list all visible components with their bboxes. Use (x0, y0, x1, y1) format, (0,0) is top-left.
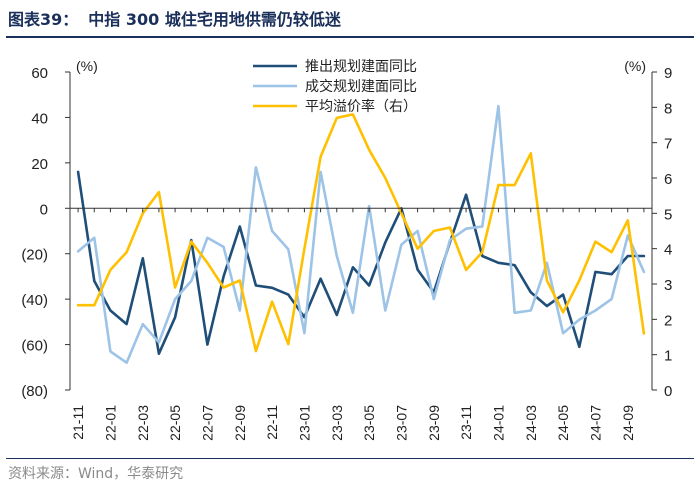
figure-label: 图表39： (8, 10, 79, 29)
figure-title-text: 中指 300 城住宅用地供需仍较低迷 (88, 10, 341, 29)
source-note: 资料来源：Wind，华泰研究 (8, 466, 184, 482)
x-tick-label: 24-07 (587, 405, 603, 441)
y-left-tick-label: (20) (21, 247, 48, 264)
plot-lines (76, 104, 646, 365)
x-tick-label: 24-09 (620, 405, 636, 441)
x-tick-label: 23-09 (426, 405, 442, 441)
x-tick-label: 22-09 (232, 405, 248, 441)
x-tick-label: 23-11 (458, 405, 474, 440)
x-tick-label: 24-05 (555, 405, 571, 441)
y-left-tick-label: 60 (31, 65, 48, 82)
y-right-tick-label: 9 (664, 65, 672, 82)
x-tick-label: 23-03 (329, 405, 345, 441)
y-right-tick-label: 6 (664, 171, 672, 188)
y-left-tick-label: 20 (31, 156, 48, 173)
y-right-unit-label: (%) (624, 58, 646, 74)
y-right-tick-label: 0 (664, 383, 672, 400)
title-rule (6, 36, 694, 38)
series-line-1 (76, 170, 646, 356)
y-right-tick-label: 2 (664, 312, 672, 329)
legend-label-2: 成交规划建面同比 (305, 78, 417, 94)
y-left-tick-label: 40 (31, 110, 48, 127)
y-left-unit-label: (%) (76, 58, 98, 74)
y-left-tick-label: 0 (40, 201, 48, 218)
series-line-2 (76, 104, 646, 365)
y-left-tick-label: (40) (21, 292, 48, 309)
x-tick-label: 22-07 (199, 405, 215, 441)
y-right-tick-label: 3 (664, 277, 672, 294)
series-line-3 (76, 113, 646, 353)
x-tick-label: 22-03 (135, 405, 151, 441)
y-right-tick-label: 5 (664, 206, 672, 223)
y-right-tick-label: 4 (664, 242, 672, 259)
x-tick-label: 22-11 (264, 405, 280, 440)
y-right-tick-label: 8 (664, 100, 672, 117)
figure-title: 图表39： 中指 300 城住宅用地供需仍较低迷 (8, 6, 341, 30)
y-right-tick-label: 1 (664, 348, 672, 365)
legend-label-3: 平均溢价率（右） (305, 98, 417, 114)
x-tick-label: 21-11 (70, 405, 86, 440)
x-tick-label: 23-01 (296, 405, 312, 441)
y-left-tick-label: (60) (21, 338, 48, 355)
source-rule (6, 458, 694, 459)
y-left-tick-label: (80) (21, 383, 48, 400)
x-tick-label: 23-05 (361, 405, 377, 441)
legend-label-1: 推出规划建面同比 (305, 58, 417, 74)
x-tick-label: 23-07 (393, 405, 409, 441)
y-right-tick-label: 7 (664, 136, 672, 153)
chart-axes: 60 40 20 0 (20) (40) (60) (80) 9 8 7 6 5 4 3 2 1 0 (%) (%) 2… (21, 58, 672, 441)
chart-area: 60 40 20 0 (20) (40) (60) (80) 9 8 7 6 5 4 3 2 1 0 (%) (%) 2… (21, 58, 672, 441)
x-tick-label: 22-01 (102, 405, 118, 441)
x-tick-label: 22-05 (167, 405, 183, 441)
x-tick-label: 24-01 (490, 405, 506, 441)
x-tick-label: 24-03 (523, 405, 539, 441)
